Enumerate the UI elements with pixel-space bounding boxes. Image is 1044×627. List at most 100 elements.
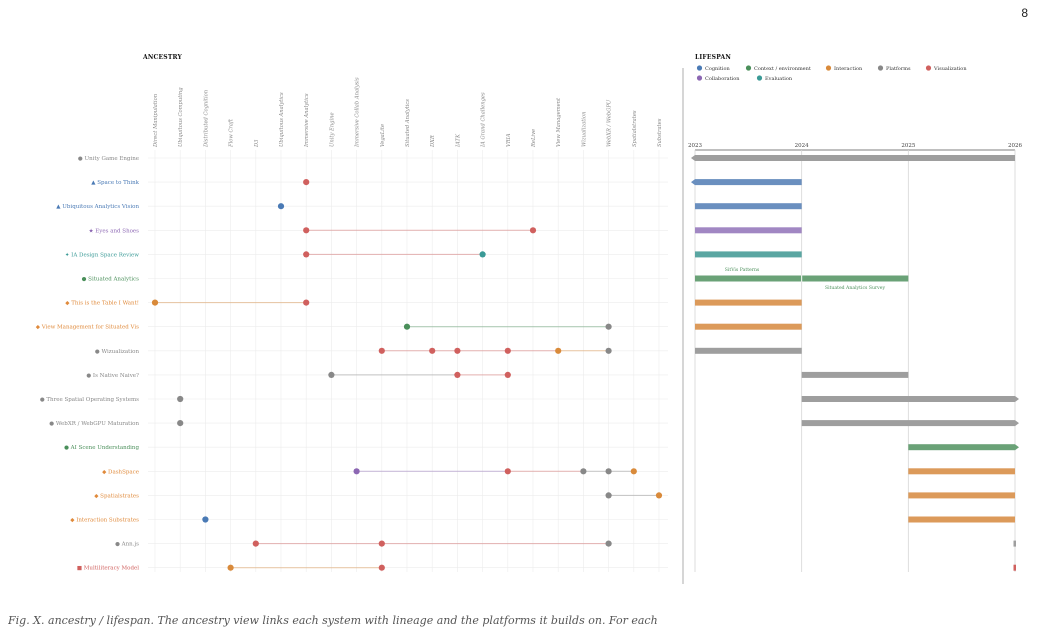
row-label-ubiquitous-analytics-vision: ▲ Ubiquitous Analytics Vision [56, 204, 139, 210]
page-number: 8 [1021, 6, 1028, 20]
col-label-wizualization: Wizualization [581, 112, 587, 147]
lifespan-bar-ann-js [1013, 540, 1016, 547]
col-label-direct-manipulation: Direct Manipulation [153, 94, 159, 148]
year-label-2023: 2023 [688, 143, 702, 149]
row-label-wizualization: ● Wizualization [95, 349, 140, 355]
figure-caption: Fig. X. ancestry / lifespan. The ancestr… [8, 614, 658, 627]
dot-view-management-for-situated-vis-1 [605, 323, 612, 330]
lifespan-legend: Cognition Context / environment Interactio… [696, 65, 967, 82]
legend-swatch-collaboration [696, 75, 703, 81]
legend-label-visualization: Visualization [933, 66, 967, 72]
legend-swatch-cognition [696, 65, 703, 71]
lifespan-title: LIFESPAN [695, 54, 731, 61]
dot-ann-js-1 [378, 540, 385, 547]
dot-spatialstrates-1 [655, 492, 663, 499]
row-label-spatialstrates: ◆ Spatialstrates [94, 493, 139, 499]
dot-dashspace-0 [353, 468, 360, 475]
row-label-webxr-webgpu-maturation: ● WebXR / WebGPU Maturation [49, 421, 139, 427]
dot-this-is-the-table-i-want-1 [303, 299, 310, 306]
dot-dashspace-3 [605, 468, 612, 475]
legend-swatch-visualization [925, 65, 932, 71]
dot-wizualization-3 [504, 347, 511, 354]
ancestry-rows: ● Unity Game Engine ▲ Space to Think ▲ Ubi… [36, 156, 663, 572]
col-label-relive: ReLive [531, 129, 537, 148]
dot-is-native-naive-0 [328, 371, 335, 378]
lifespan-bar-unity-game-engine [695, 155, 1015, 161]
lifespan-bar-interaction-substrates [908, 516, 1015, 523]
lifespan-bar-ai-scene-understanding [908, 444, 1015, 451]
lifespan-bar-view-management-for-situated-vis [695, 323, 802, 330]
ancestry-lifespan-figure: ANCESTRY LIFESPAN Direct Manipulation Ubi… [36, 54, 1022, 584]
ancestry-column-labels: Direct Manipulation Ubiquitous Computing D… [153, 77, 663, 148]
dot-ubiquitous-analytics-vision-0 [277, 203, 285, 210]
row-label-three-spatial-operating-systems: ● Three Spatial Operating Systems [40, 397, 139, 403]
col-label-view-management: View Management [556, 97, 562, 147]
legend-swatch-evaluation [756, 75, 763, 81]
ancestry-grid [148, 150, 668, 572]
dot-spatialstrates-0 [605, 492, 612, 499]
lifespan-bar-webxr-webgpu-maturation-right-arrow [1015, 420, 1019, 427]
dot-eyes-and-shoes-1 [529, 227, 537, 234]
col-label-flow-craft: Flow Craft [229, 118, 235, 148]
lifespan-bar-this-is-the-table-i-want [695, 299, 802, 306]
dot-is-native-naive-2 [504, 371, 511, 378]
legend-label-cognition: Cognition [705, 66, 730, 72]
lifespan-bar-ia-design-space-review [695, 251, 802, 258]
col-label-substrates: Substrates [657, 118, 663, 147]
dot-this-is-the-table-i-want-0 [151, 299, 159, 306]
legend-label-context-environment: Context / environment [754, 66, 811, 72]
dot-space-to-think-0 [303, 179, 310, 186]
lifespan-bar-dashspace [908, 468, 1015, 475]
ancestry-title: ANCESTRY [142, 54, 182, 61]
legend-label-interaction: Interaction [834, 66, 863, 72]
legend-swatch-interaction [825, 65, 832, 71]
dot-dashspace-2 [580, 468, 587, 475]
year-label-2024: 2024 [795, 143, 809, 149]
dot-wizualization-1 [429, 347, 436, 354]
dot-view-management-for-situated-vis-0 [403, 323, 411, 330]
row-label-eyes-and-shoes: ★ Eyes and Shoes [89, 227, 140, 234]
dot-wizualization-0 [378, 347, 385, 354]
lifespan-bar-space-to-think-left-arrow [691, 179, 695, 186]
col-label-situated-analytics: Situated Analytics [405, 99, 411, 147]
col-label-iatk: IATK [455, 133, 461, 148]
row-label-situated-analytics: ● Situated Analytics [82, 277, 140, 283]
year-label-2025: 2025 [901, 143, 915, 149]
lifespan-bar-is-native-naive [801, 371, 909, 378]
row-label-this-is-the-table-i-want: ◆ This is the Table I Want! [65, 301, 139, 307]
col-label-unity-engine: Unity Engine [329, 112, 335, 147]
lifespan-bar-ubiquitous-analytics-vision [695, 203, 802, 210]
row-label-dashspace: ◆ DashSpace [102, 469, 139, 475]
dot-dashspace-1 [504, 468, 511, 475]
dot-multiliteracy-model-0 [227, 564, 234, 571]
legend-label-evaluation: Evaluation [765, 76, 793, 82]
col-label-vria: VRIA [506, 133, 512, 147]
row-label-interaction-substrates: ◆ Interaction Substrates [70, 518, 139, 524]
lifespan-bars [691, 155, 1019, 571]
dot-ia-design-space-review-1 [479, 251, 486, 258]
annotation-sitvis-patterns: SitVis Patterns [725, 267, 760, 273]
dot-interaction-substrates-0 [202, 516, 209, 523]
lifespan-bar-ai-scene-understanding-right-arrow [1015, 444, 1019, 451]
col-label-ubiquitous-analytics: Ubiquitous Analytics [279, 92, 285, 147]
row-label-ai-scene-understanding: ● AI Scene Understanding [64, 445, 139, 451]
row-label-view-management-for-situated-vis: ◆ View Management for Situated Vis [36, 325, 139, 331]
lifespan-bar-wizualization [695, 347, 802, 354]
col-label-dxr: DXR [430, 135, 436, 148]
col-label-immersive-analytics: Immersive Analytics [304, 93, 310, 148]
lifespan-bar-webxr-webgpu-maturation [801, 420, 1015, 427]
col-label-immersive-collab-analysis: Immersive Collab Analysis [355, 77, 361, 148]
dot-ia-design-space-review-0 [303, 251, 310, 258]
col-label-distributed-cognition: Distributed Cognition [203, 90, 209, 148]
col-label-ubiquitous-computing: Ubiquitous Computing [178, 87, 184, 147]
lifespan-bar-three-spatial-operating-systems-right-arrow [1015, 396, 1019, 402]
dot-eyes-and-shoes-0 [303, 227, 310, 234]
dot-ann-js-2 [605, 540, 612, 547]
lifespan-bar-eyes-and-shoes [695, 227, 802, 234]
year-label-2026: 2026 [1008, 143, 1022, 149]
legend-swatch-context-environment [745, 65, 752, 71]
row-label-space-to-think: ▲ Space to Think [91, 180, 139, 186]
lifespan-bar-spatialstrates [908, 492, 1015, 499]
row-label-ia-design-space-review: ✦ IA Design Space Review [65, 251, 139, 258]
col-label-ia-grand-challenges: IA Grand Challenges [481, 92, 487, 148]
